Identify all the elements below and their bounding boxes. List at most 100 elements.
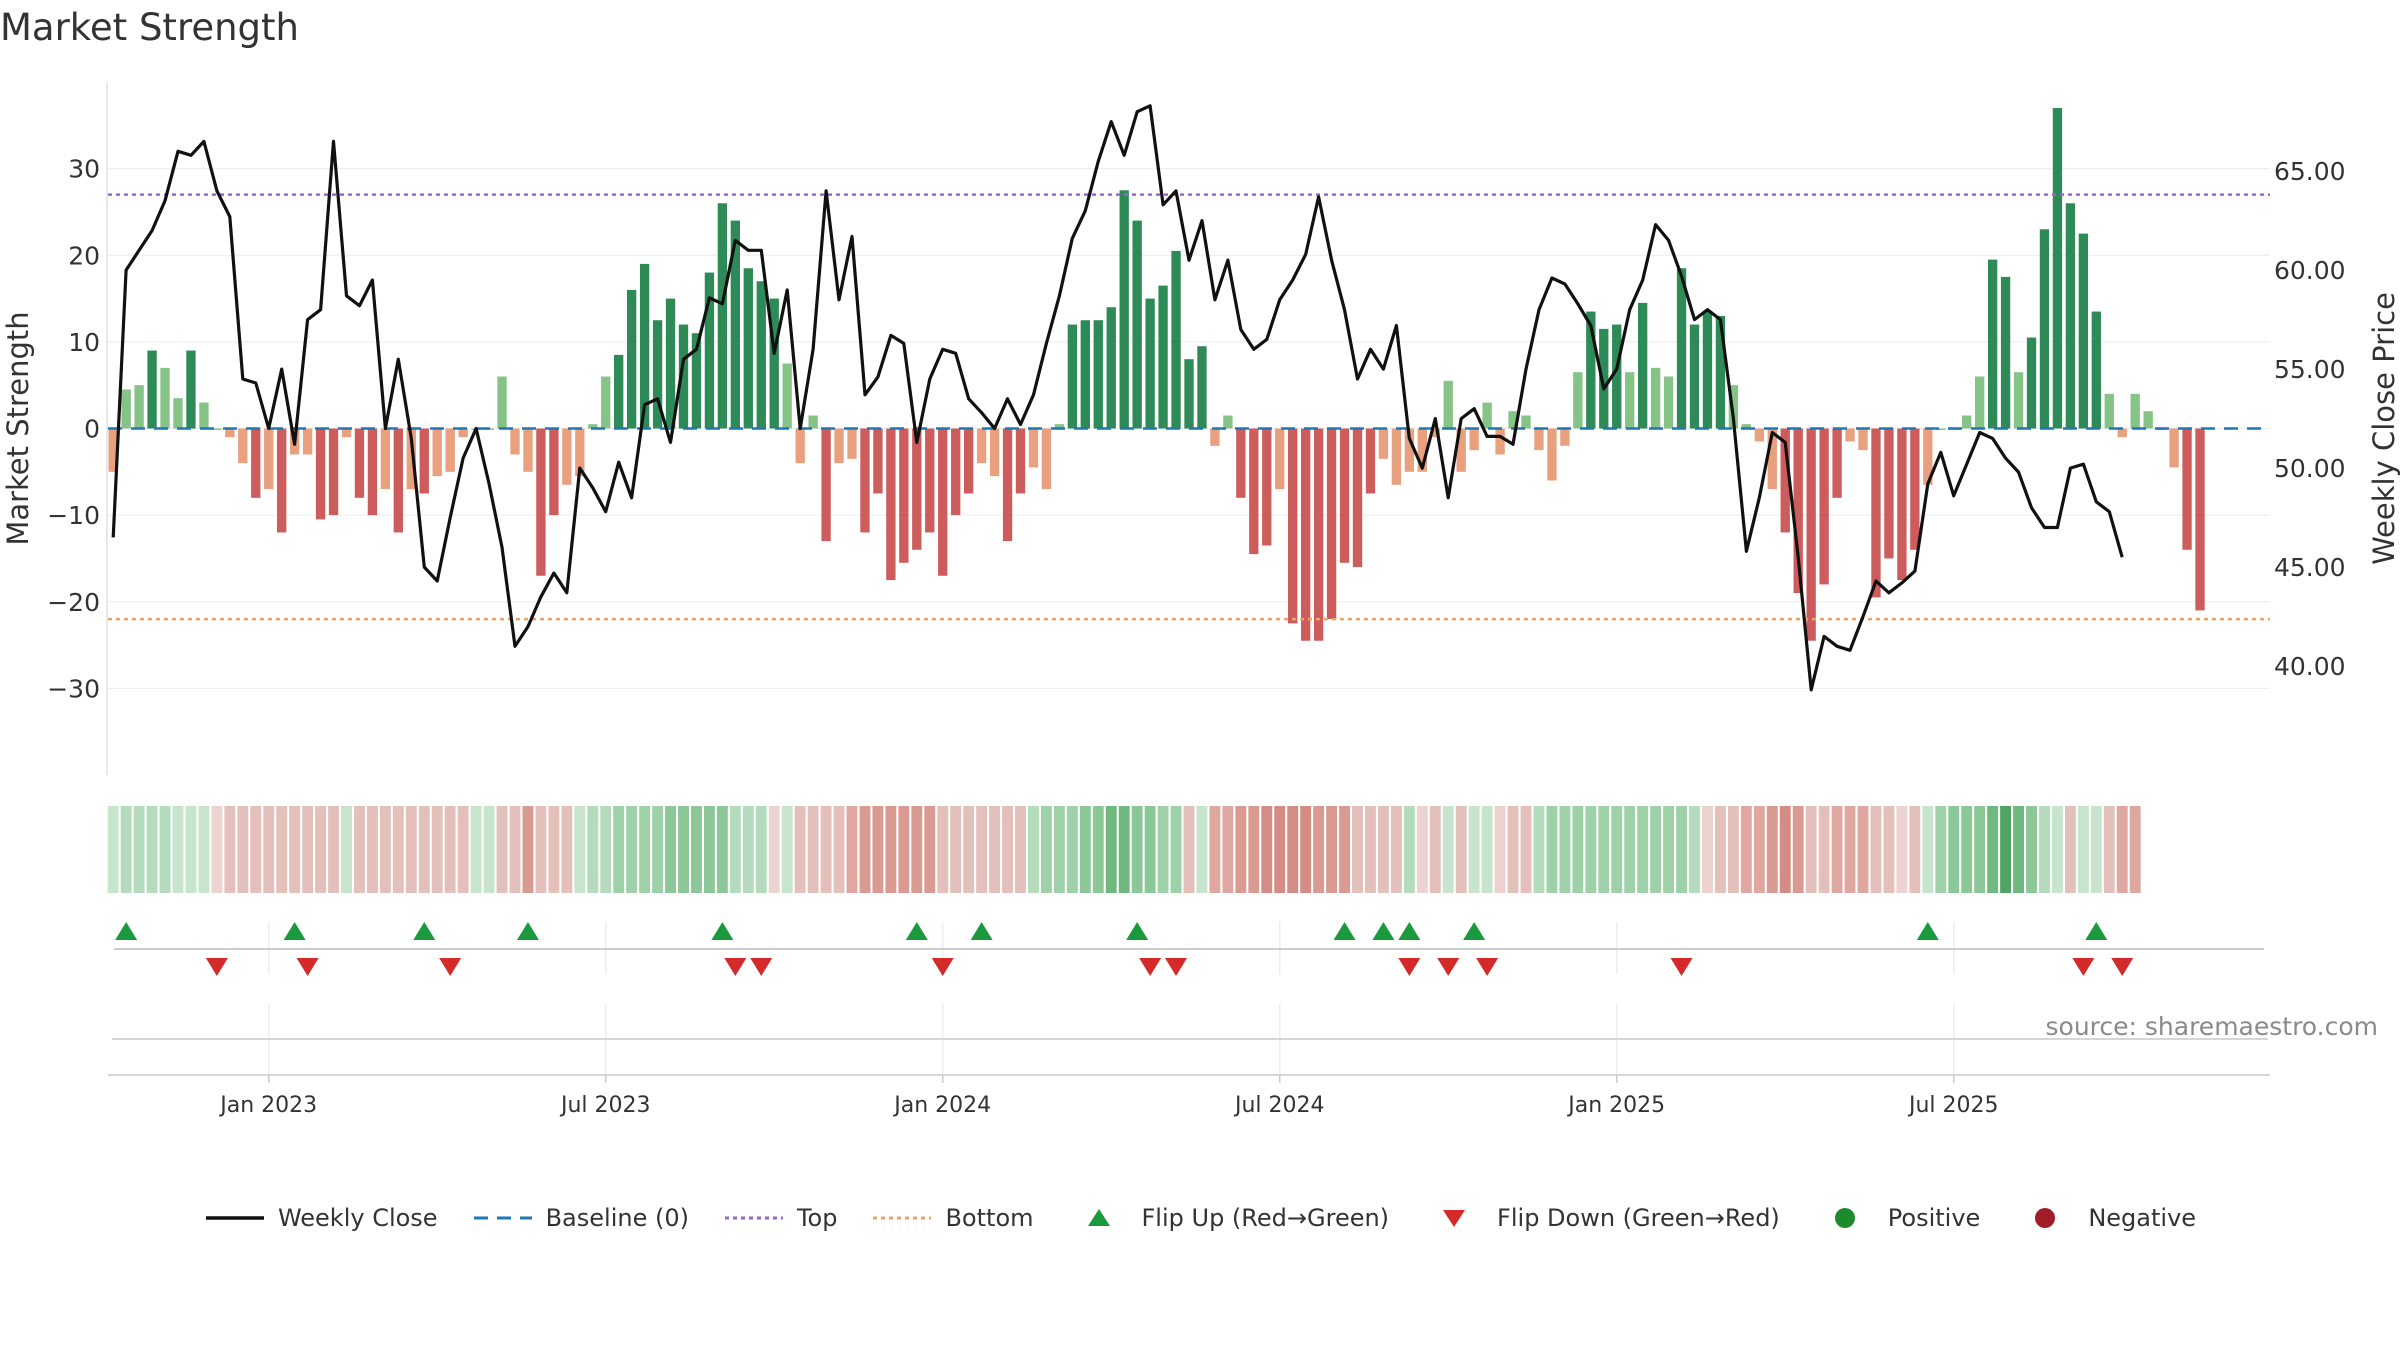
heat-cell xyxy=(1805,806,1817,893)
strength-bar xyxy=(173,398,183,429)
strength-bar xyxy=(523,428,533,472)
strength-bar xyxy=(419,428,429,494)
flip-down-marker xyxy=(439,958,462,976)
heat-cell xyxy=(937,806,949,893)
heat-cell xyxy=(1209,806,1221,893)
strength-bar xyxy=(1067,324,1078,429)
strength-bar xyxy=(1352,428,1363,568)
legend-symbol xyxy=(1443,1210,1466,1227)
strength-bar xyxy=(588,424,598,429)
heat-cell xyxy=(120,806,132,893)
heat-cell xyxy=(989,806,1001,893)
flip-down-marker xyxy=(724,958,747,976)
left-tick-label: 10 xyxy=(68,328,100,357)
flip-down-marker xyxy=(1139,958,1162,976)
strength-bar xyxy=(1962,415,1972,429)
strength-bar xyxy=(886,428,896,581)
heat-cell xyxy=(820,806,832,893)
strength-bar xyxy=(769,298,779,429)
heat-cell xyxy=(716,806,728,893)
strength-bar xyxy=(873,428,883,494)
right-tick-label: 45.00 xyxy=(2274,553,2346,582)
heat-cell xyxy=(963,806,975,893)
heat-cell xyxy=(1144,806,1156,893)
flip-up-marker xyxy=(516,922,539,940)
flip-down-marker xyxy=(1398,958,1421,976)
heat-cell xyxy=(133,806,145,893)
strength-bar xyxy=(795,428,805,464)
heat-cell xyxy=(2077,806,2089,893)
heat-cell xyxy=(1248,806,1260,893)
heat-cell xyxy=(1222,806,1234,893)
strength-bar xyxy=(1871,428,1881,598)
strength-bar xyxy=(1365,428,1376,494)
source-note: source: sharemaestro.com xyxy=(2045,1012,2379,1041)
heat-cell xyxy=(276,806,288,893)
heat-cell xyxy=(794,806,806,893)
strength-bar xyxy=(251,428,261,498)
strength-bar xyxy=(1974,376,1985,429)
heat-cell xyxy=(522,806,534,893)
strength-bar xyxy=(1236,428,1246,498)
heat-cell xyxy=(1442,806,1454,893)
heat-cell xyxy=(1896,806,1908,893)
heat-cell xyxy=(1507,806,1519,893)
heat-cell xyxy=(2103,806,2115,893)
strength-bar xyxy=(380,428,391,490)
flip-down-marker xyxy=(1165,958,1188,976)
heat-cell xyxy=(1948,806,1960,893)
heat-cell xyxy=(1585,806,1597,893)
heat-strip xyxy=(107,806,2141,893)
x-tick-label: Jan 2023 xyxy=(218,1093,317,1118)
flip-down-marker xyxy=(205,958,228,976)
x-tick-labels: Jan 2023 Jul 2023 Jan 2024 Jul 2024 Jan 2025… xyxy=(218,1075,1999,1118)
strength-bar xyxy=(1858,428,1868,451)
heat-cell xyxy=(1300,806,1312,893)
strength-bar xyxy=(328,428,339,516)
heat-cell xyxy=(2090,806,2102,893)
strength-bar xyxy=(2026,337,2037,429)
legend-symbol xyxy=(473,1216,532,1220)
strength-bar xyxy=(2091,311,2101,429)
strength-bar xyxy=(108,428,118,472)
legend-label: Positive xyxy=(1887,1204,1981,1232)
strength-bar xyxy=(1145,298,1155,429)
strength-bar xyxy=(1288,428,1298,624)
heat-cell xyxy=(898,806,910,893)
heat-cell xyxy=(418,806,430,893)
strength-bar xyxy=(1015,428,1026,494)
heat-cell xyxy=(1663,806,1675,893)
strength-bar xyxy=(1313,428,1324,641)
heat-cell xyxy=(1831,806,1843,893)
strength-bar xyxy=(808,415,818,429)
legend-item: Top xyxy=(723,1204,837,1232)
strength-bar xyxy=(458,428,468,438)
heat-cell xyxy=(1390,806,1402,893)
heat-cell xyxy=(1520,806,1532,893)
heat-cell xyxy=(1572,806,1584,893)
left-tick-label: 0 xyxy=(84,415,100,444)
flip-down-marker xyxy=(931,958,954,976)
strength-bar xyxy=(1469,428,1479,451)
heat-cell xyxy=(626,806,638,893)
strength-bar xyxy=(302,428,313,455)
strength-bar xyxy=(367,428,378,516)
heat-cell xyxy=(1274,806,1286,893)
heat-cell xyxy=(1702,806,1713,893)
heat-cell xyxy=(600,806,612,893)
heat-cell xyxy=(1105,806,1117,893)
heat-cell xyxy=(1079,806,1091,893)
strength-bar xyxy=(1793,428,1803,594)
right-tick-label: 65.00 xyxy=(2274,157,2346,186)
strength-bar xyxy=(1262,428,1272,546)
heat-cell xyxy=(1183,806,1195,893)
strength-bar xyxy=(277,428,287,533)
strength-bar xyxy=(2117,428,2127,438)
heat-cell xyxy=(678,806,689,893)
strength-bar xyxy=(1923,428,1933,485)
heat-cell xyxy=(1287,806,1299,893)
strength-bar xyxy=(756,281,766,429)
heat-cell xyxy=(379,806,391,893)
